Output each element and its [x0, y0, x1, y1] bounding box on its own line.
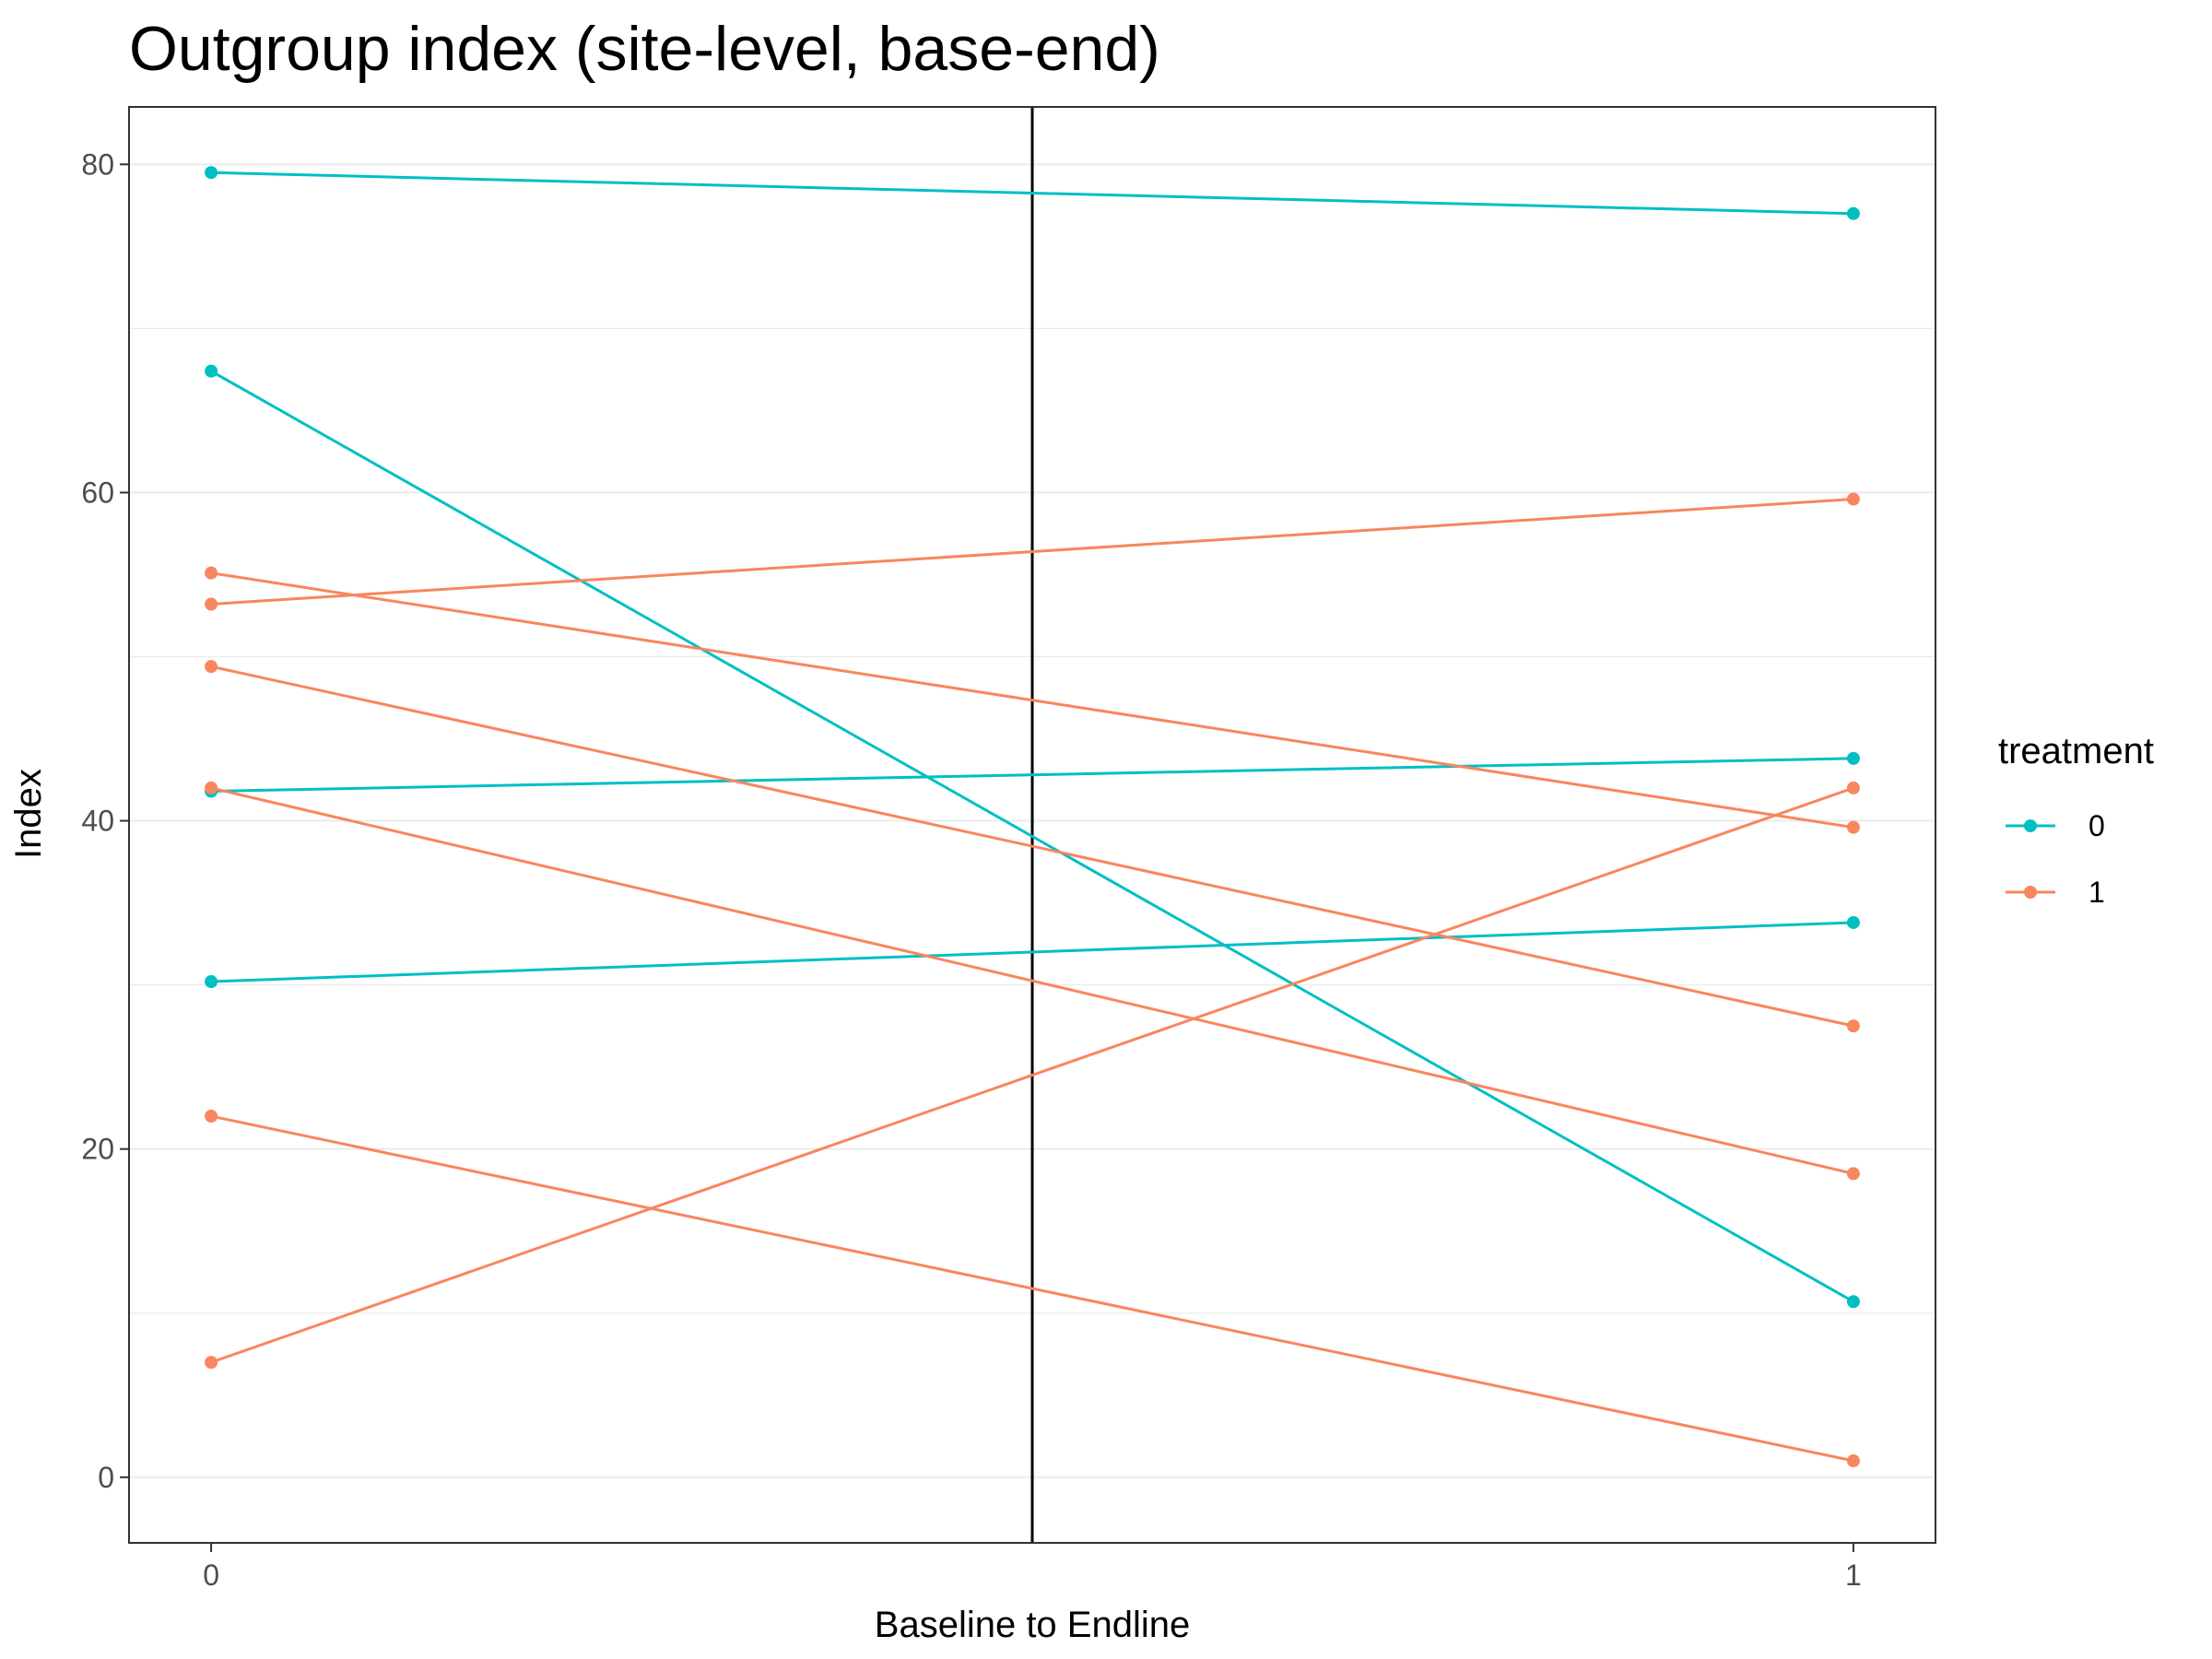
data-point-7-1 — [1846, 1019, 1860, 1033]
series-line-9 — [210, 1114, 1854, 1463]
data-point-5-1 — [1846, 492, 1860, 506]
y-tick-label: 80 — [81, 147, 114, 181]
series-line-4 — [211, 921, 1853, 983]
legend-title: treatment — [1998, 731, 2154, 771]
data-point-4-0 — [205, 975, 218, 989]
series-line-6 — [210, 571, 1854, 830]
data-point-3-1 — [1846, 751, 1860, 765]
series-lines — [210, 171, 1854, 1463]
series-line-8 — [210, 786, 1854, 1175]
legend-key-point — [2024, 819, 2037, 832]
data-point-6-0 — [205, 566, 218, 580]
y-tick-label: 60 — [81, 476, 114, 509]
data-point-4-1 — [1846, 915, 1860, 929]
y-axis-title: Index — [8, 769, 49, 859]
data-point-2-0 — [205, 364, 218, 378]
legend-key-point — [2024, 886, 2037, 899]
legend-label: 0 — [2088, 809, 2105, 842]
series-points — [205, 166, 1860, 1467]
series-line-1 — [211, 171, 1853, 216]
legend: treatment 01 — [1998, 731, 2154, 909]
x-axis-title: Baseline to Endline — [875, 1605, 1190, 1645]
chart-title: Outgroup index (site-level, base-end) — [129, 14, 1160, 84]
legend-entries: 01 — [2006, 809, 2105, 909]
legend-label: 1 — [2088, 876, 2105, 909]
series-line-3 — [211, 757, 1853, 793]
data-point-6-1 — [1846, 820, 1860, 834]
series-line-10 — [210, 786, 1854, 1364]
plot-border — [128, 106, 1936, 1544]
x-tick-label: 1 — [1845, 1559, 1862, 1592]
y-tick-label: 20 — [81, 1133, 114, 1166]
series-line-7 — [210, 665, 1854, 1028]
series-line-5 — [210, 498, 1854, 606]
x-tick-label: 0 — [203, 1559, 219, 1592]
data-point-5-0 — [205, 597, 218, 611]
data-point-7-0 — [205, 660, 218, 674]
data-point-2-1 — [1846, 1295, 1860, 1309]
data-point-10-0 — [205, 1356, 218, 1370]
data-point-8-1 — [1846, 1167, 1860, 1181]
series-line-2 — [210, 370, 1854, 1303]
data-point-10-1 — [1846, 781, 1860, 794]
data-point-1-1 — [1846, 206, 1860, 220]
data-point-9-0 — [205, 1110, 218, 1124]
data-point-1-0 — [205, 166, 218, 180]
y-tick-label: 40 — [81, 805, 114, 838]
y-axis-ticks: 0 20 40 60 80 — [81, 147, 129, 1494]
y-tick-label: 0 — [98, 1461, 114, 1494]
data-point-8-0 — [205, 781, 218, 794]
data-point-9-1 — [1846, 1453, 1860, 1467]
